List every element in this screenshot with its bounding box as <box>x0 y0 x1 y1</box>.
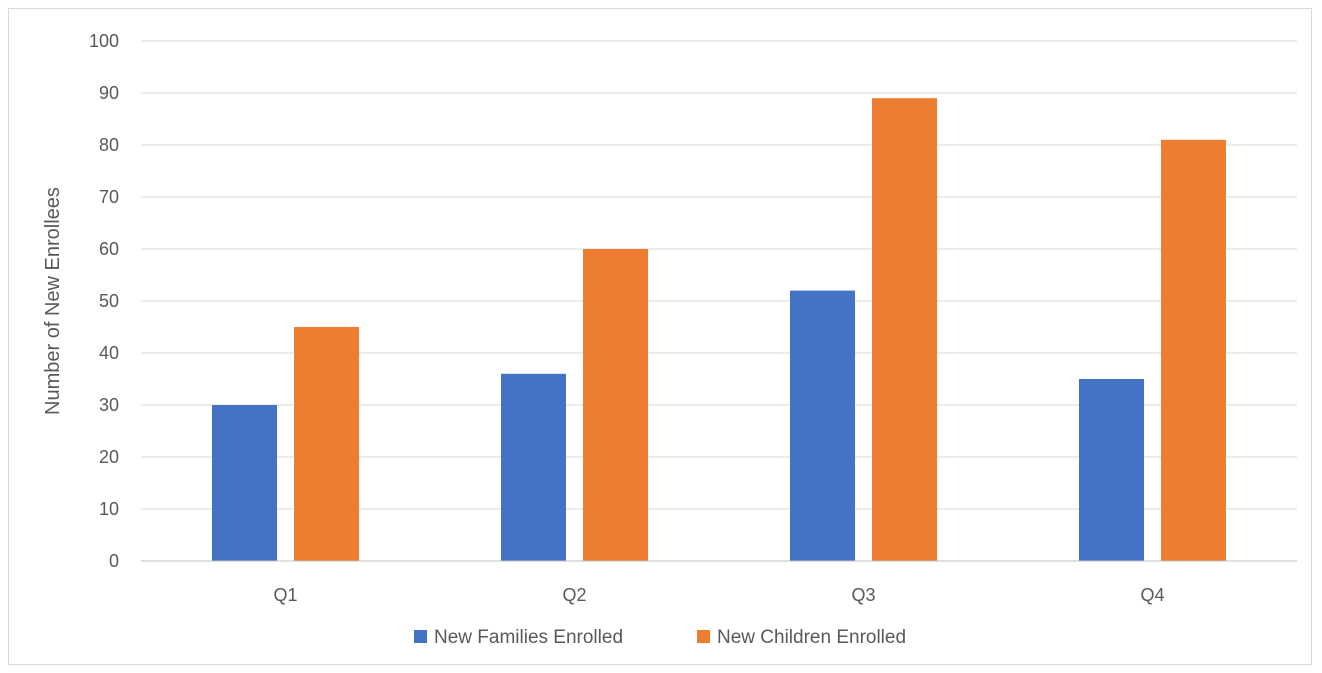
y-tick-label: 90 <box>99 83 119 103</box>
y-tick-label: 60 <box>99 239 119 259</box>
y-tick-label: 20 <box>99 447 119 467</box>
bar-q3-series-1 <box>790 290 855 561</box>
legend-label: New Children Enrolled <box>717 627 906 648</box>
chart-area: 0 10 20 30 40 50 60 70 80 90 100 Q1 Q2 Q3 Q4 Number o… <box>8 8 1312 665</box>
y-tick-label: 10 <box>99 499 119 519</box>
bar-q2-series-2 <box>583 249 648 561</box>
bars <box>212 98 1226 562</box>
bar-q4-series-1 <box>1079 379 1144 561</box>
y-tick-label: 100 <box>89 31 119 51</box>
y-axis-title: Number of New Enrollees <box>42 187 64 415</box>
bar-q4-series-2 <box>1161 139 1226 562</box>
legend-swatch <box>414 630 427 643</box>
y-tick-label: 70 <box>99 187 119 207</box>
bar-q1-series-1 <box>212 405 277 561</box>
legend: New Families Enrolled New Children Enroll… <box>414 627 906 648</box>
x-tick-label: Q4 <box>1140 585 1164 605</box>
y-tick-label: 80 <box>99 135 119 155</box>
legend-swatch <box>697 630 710 643</box>
bar-q2-series-1 <box>501 373 566 561</box>
y-tick-label: 30 <box>99 395 119 415</box>
legend-label: New Families Enrolled <box>434 627 623 648</box>
bar-q3-series-2 <box>872 98 937 561</box>
x-tick-label: Q1 <box>273 585 297 605</box>
y-tick-label: 0 <box>109 551 119 571</box>
x-tick-label: Q3 <box>851 585 875 605</box>
y-axis-tick-labels: 0 10 20 30 40 50 60 70 80 90 100 <box>89 31 119 571</box>
y-tick-label: 40 <box>99 343 119 363</box>
x-axis-tick-labels: Q1 Q2 Q3 Q4 <box>273 585 1164 605</box>
y-tick-label: 50 <box>99 291 119 311</box>
x-tick-label: Q2 <box>562 585 586 605</box>
bar-chart: 0 10 20 30 40 50 60 70 80 90 100 Q1 Q2 Q3 Q4 Number o… <box>42 31 1297 648</box>
bar-q1-series-2 <box>294 327 359 561</box>
